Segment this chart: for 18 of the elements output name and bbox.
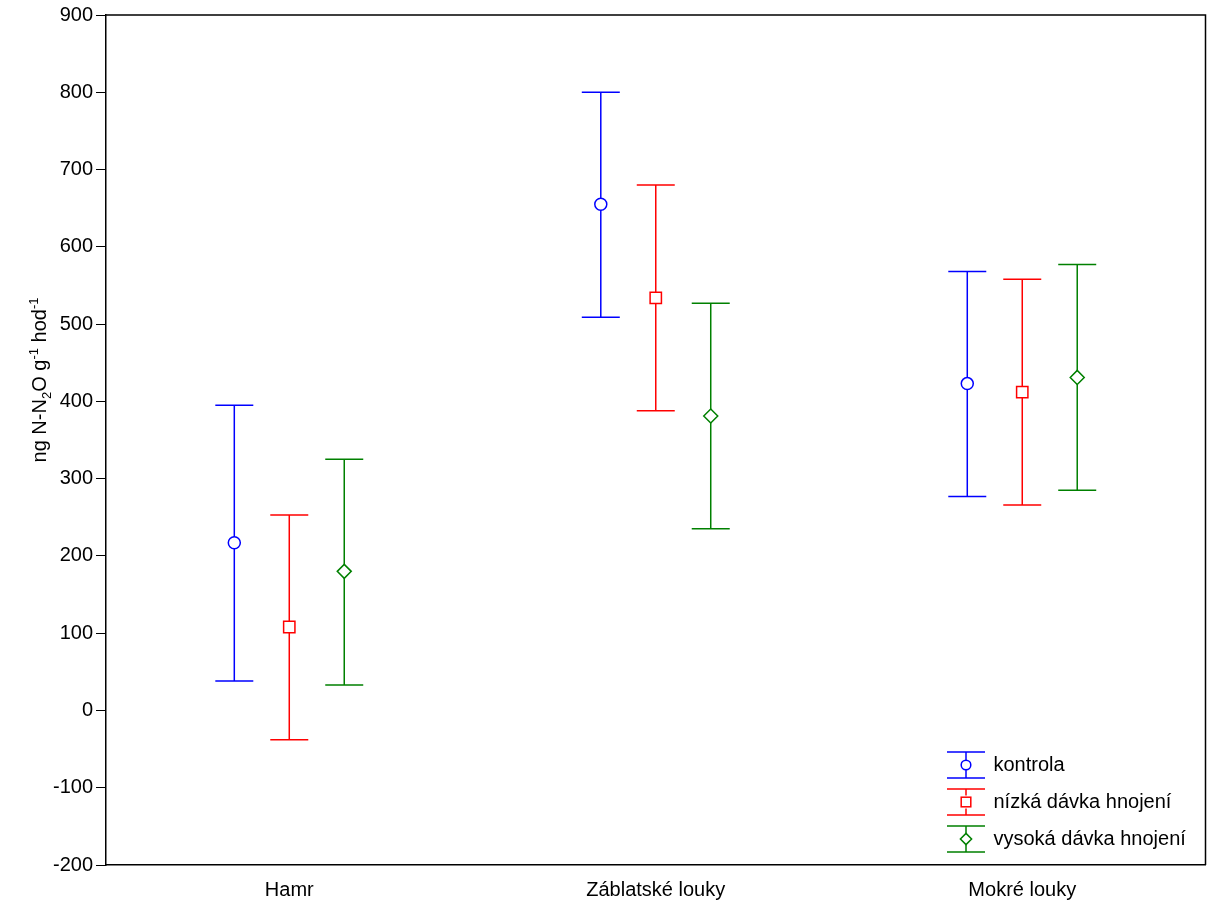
y-tick-label: 100 <box>59 620 94 643</box>
y-tick-label: 300 <box>59 466 94 489</box>
x-tick-label: Mokré louky <box>968 877 1077 900</box>
y-tick-label: 500 <box>59 311 94 334</box>
y-tick-label: 400 <box>59 388 94 411</box>
legend-label: vysoká dávka hnojení <box>993 826 1186 851</box>
y-tick-label: 0 <box>81 697 94 720</box>
y-tick-label: 900 <box>59 2 94 25</box>
y-tick-label: -200 <box>53 852 94 875</box>
y-tick-label: 800 <box>59 79 94 102</box>
legend-label: kontrola <box>993 752 1065 777</box>
y-tick-label: 600 <box>59 234 94 257</box>
legend-label: nízká dávka hnojení <box>993 789 1172 814</box>
x-tick-label: Záblatské louky <box>586 877 726 900</box>
y-tick-label: 700 <box>59 157 94 180</box>
y-tick-label: -100 <box>53 775 94 798</box>
x-tick-label: Hamr <box>264 877 315 900</box>
y-tick-label: 200 <box>59 543 94 566</box>
